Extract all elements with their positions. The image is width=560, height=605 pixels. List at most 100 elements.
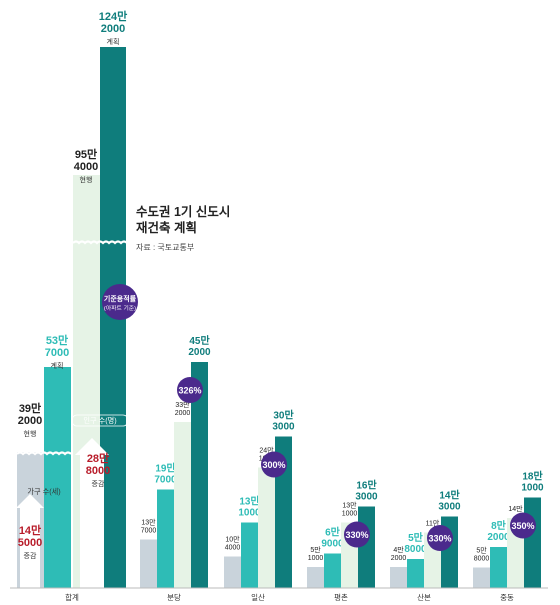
far-badge-text-5: 350%	[511, 521, 534, 531]
bar-3-series-3	[358, 506, 375, 588]
label-1-s1-0: 19만	[155, 462, 176, 475]
label-4-s1-0: 5만	[408, 531, 424, 544]
far-badge-text-2: 300%	[262, 460, 285, 470]
label-total-hh-current-line-2: 현행	[24, 429, 37, 438]
category-label-5: 중동	[500, 593, 514, 602]
label-3-s1-1: 9000	[321, 539, 344, 550]
far-badge-4	[427, 525, 453, 551]
label-total-pop-increase-line-2: 증감	[92, 480, 105, 488]
bar-1-series-3	[191, 362, 208, 588]
label-2-s1-0: 13만	[239, 495, 260, 508]
label-2-s3-1: 3000	[272, 422, 295, 433]
far-badge-text-4: 330%	[428, 534, 451, 544]
far-legend-line-0: 기준용적률	[104, 294, 137, 303]
key-label-population: 인구 수(명)	[83, 416, 116, 425]
label-4-s0-1: 2000	[391, 555, 407, 562]
label-total-pop-planned-line-2: 계획	[107, 37, 120, 46]
label-total-pop-increase-line-1: 8000	[86, 465, 110, 477]
label-2-s0-0: 10만	[225, 535, 240, 544]
label-5-s3-1: 1000	[521, 483, 544, 494]
label-total-hh-planned-line-0: 53만	[46, 333, 68, 347]
source-note: 자료 : 국토교통부	[136, 243, 195, 252]
arrow-pop-increase	[75, 438, 109, 588]
far-badge-text-3: 330%	[345, 530, 368, 540]
label-5-s1-0: 8만	[491, 519, 507, 532]
arrow-hh-increase	[16, 494, 44, 588]
label-1-s0-0: 13만	[141, 518, 156, 527]
key-label-households: 가구 수(세)	[27, 487, 60, 496]
label-1-s1-1: 7000	[154, 475, 177, 486]
bar-5-series-0	[473, 567, 490, 588]
category-label-1: 분당	[167, 592, 181, 602]
label-2-s2-0: 24만	[259, 446, 274, 455]
label-2-s1-1: 1000	[238, 508, 261, 519]
label-2-s0-1: 4000	[225, 545, 241, 552]
label-1-s0-1: 7000	[141, 528, 157, 535]
title-line-2: 재건축 계획	[136, 221, 197, 235]
bar-4-series-1	[407, 559, 424, 588]
far-badge-2	[261, 451, 287, 478]
label-total-pop-increase-line-0: 28만	[87, 451, 109, 465]
bar-5-series-3	[524, 497, 541, 588]
label-3-s3-0: 16만	[356, 479, 377, 492]
category-label-4: 산본	[417, 592, 431, 602]
label-5-s1-1: 2000	[487, 532, 510, 543]
far-legend-badge	[102, 284, 138, 320]
title-line-1: 수도권 1기 신도시	[136, 205, 231, 219]
label-3-s2-0: 13만	[342, 501, 357, 510]
label-3-s1-0: 6만	[325, 526, 341, 539]
bar-total-hh-planned	[44, 367, 71, 588]
label-5-s2-0: 14만	[508, 504, 523, 513]
label-total-hh-current-line-0: 39만	[19, 401, 41, 415]
label-3-s3-1: 3000	[355, 492, 378, 503]
label-1-s3-1: 2000	[188, 347, 211, 358]
bar-1-series-1	[157, 489, 174, 588]
bar-3-series-1	[324, 553, 341, 588]
label-total-hh-increase-line-1: 5000	[18, 537, 42, 549]
far-badge-3	[344, 521, 370, 548]
bar-2-series-1	[241, 522, 258, 588]
far-badge-text-1: 326%	[178, 386, 201, 396]
far-badge-5	[510, 512, 536, 539]
bar-1-series-2	[174, 422, 191, 588]
label-3-s2-1: 1000	[342, 511, 358, 518]
bar-1-series-0	[140, 539, 157, 588]
label-4-s2-0: 11만	[426, 519, 440, 528]
label-total-hh-current-line-1: 2000	[18, 415, 42, 427]
scale-break-pop	[72, 240, 128, 245]
key-pill-population	[71, 414, 129, 427]
bar-4-series-0	[390, 567, 407, 588]
label-total-hh-increase-line-0: 14만	[19, 523, 41, 537]
far-legend-line-1: (아파트 기준)	[104, 304, 136, 312]
label-total-hh-planned-line-2: 계획	[51, 361, 64, 370]
label-total-hh-planned-line-1: 7000	[45, 347, 69, 359]
far-badge-1	[177, 377, 203, 403]
label-total-pop-current-line-0: 95만	[75, 147, 97, 161]
label-3-s0-1: 1000	[308, 555, 324, 562]
label-1-s2-1: 2000	[175, 410, 191, 417]
label-4-s3-1: 3000	[438, 502, 461, 513]
label-5-s3-0: 18만	[522, 470, 543, 483]
category-label-2: 일산	[251, 592, 265, 602]
category-label-0: 합계	[65, 592, 79, 602]
label-4-s1-1: 8000	[404, 544, 427, 555]
label-total-pop-current-line-2: 현행	[80, 175, 93, 184]
label-1-s3-0: 45만	[189, 334, 210, 347]
label-5-s0-0: 5만	[476, 546, 487, 555]
bar-3-series-0	[307, 567, 324, 588]
label-1-s2-0: 33만	[175, 400, 190, 409]
label-4-s0-0: 4만	[393, 545, 404, 554]
label-2-s3-0: 30만	[273, 409, 294, 422]
bar-5-series-1	[490, 547, 507, 588]
category-label-3: 평촌	[334, 592, 348, 602]
bar-2-series-0	[224, 556, 241, 588]
label-4-s3-0: 14만	[439, 489, 460, 502]
label-5-s0-1: 8000	[474, 556, 490, 563]
label-total-pop-planned-line-1: 2000	[101, 23, 125, 35]
label-total-hh-increase-line-2: 증감	[24, 552, 37, 560]
label-total-pop-planned-line-0: 124만	[99, 9, 127, 23]
label-total-pop-current-line-1: 4000	[74, 161, 98, 173]
label-3-s0-0: 5만	[310, 545, 321, 554]
bar-2-series-2	[258, 467, 275, 588]
